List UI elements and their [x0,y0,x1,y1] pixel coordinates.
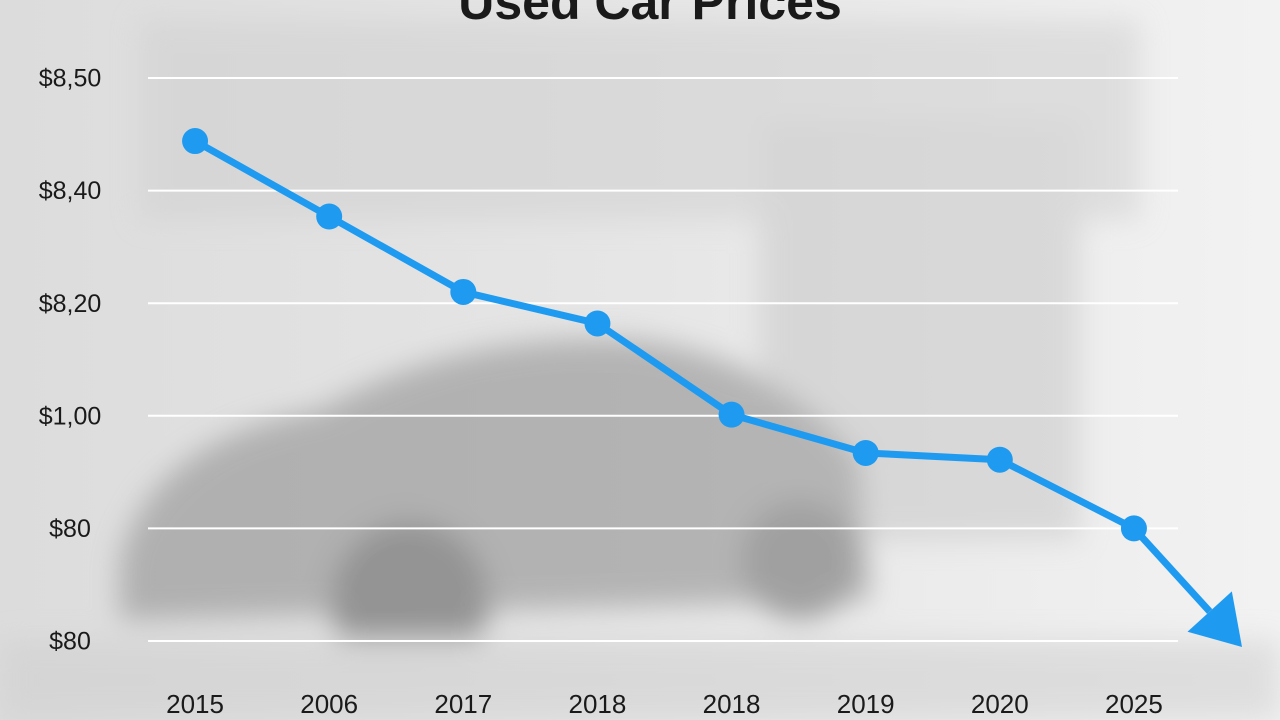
y-tick-label: $8,50 [39,65,102,93]
point [1120,515,1147,542]
point [316,203,343,230]
point [718,401,745,428]
y-tick-label: $8,20 [39,290,102,318]
background-car [0,20,1280,720]
point [182,128,209,155]
x-tick-label: 2020 [971,689,1029,719]
point [986,446,1013,473]
point [584,310,611,337]
y-tick-label: $80 [49,628,91,656]
x-tick-label: 2015 [166,689,224,719]
trend-arrow-shaft [1131,526,1213,614]
y-tick-label: $80 [49,515,91,543]
x-tick-label: 2018 [703,689,761,719]
chart-title: Used Car Prices [458,0,842,30]
x-tick-label: 2025 [1105,689,1163,719]
x-tick-label: 2019 [837,689,895,719]
y-tick-label: $1,00 [39,402,102,430]
y-tick-label: $8,40 [39,177,102,205]
point [852,439,879,466]
point [450,278,477,305]
line [193,138,1136,532]
trend-arrow-head [1187,591,1242,647]
x-tick-label: 2017 [434,689,492,719]
x-tick-label: 2006 [300,689,358,719]
x-tick-label: 2018 [569,689,627,719]
